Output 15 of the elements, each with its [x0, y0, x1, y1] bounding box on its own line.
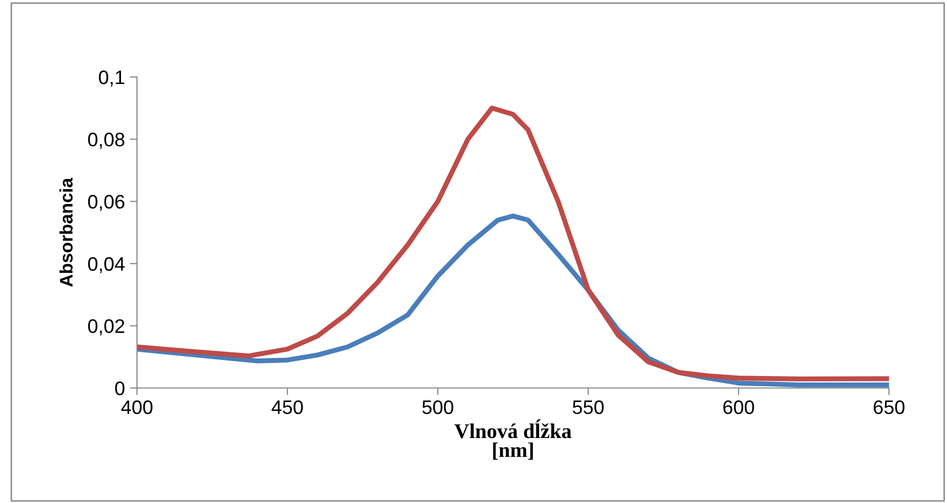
- y-tick-label: 0,1: [98, 70, 124, 87]
- x-tick-label: 550: [572, 400, 604, 414]
- y-tick-label: 0: [115, 381, 124, 396]
- x-axis-title: Vlnová dĺžka [nm]: [454, 419, 572, 460]
- x-tick-label: 450: [272, 400, 303, 414]
- y-axis-title: Absorbancia: [59, 178, 73, 287]
- y-tick-label: 0,08: [88, 132, 124, 149]
- y-tick-label: 0,02: [88, 319, 124, 336]
- line-series: [137, 106, 889, 382]
- x-tick-label: 650: [874, 400, 904, 414]
- y-tick-label: 0,06: [88, 194, 124, 211]
- x-tick-label: 400: [121, 400, 152, 414]
- x-tick-label: 600: [723, 400, 754, 414]
- y-tick-label: 0,04: [88, 257, 125, 274]
- x-tick-label: 500: [422, 400, 454, 414]
